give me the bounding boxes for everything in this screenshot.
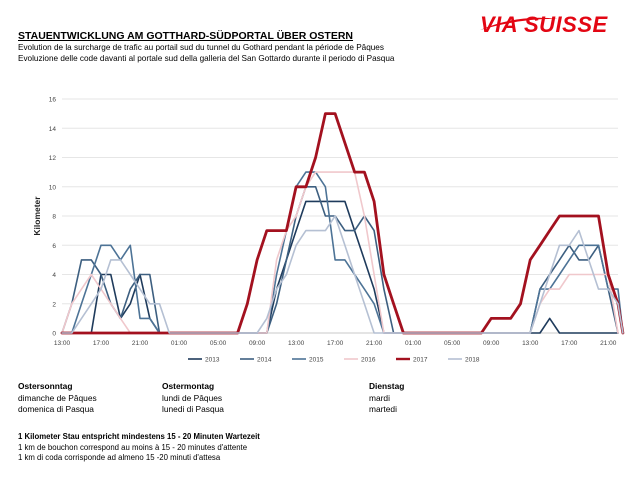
series-line-2016 (61, 171, 619, 334)
legend-label: 2018 (465, 357, 480, 364)
y-axis-label: Kilometer (32, 196, 42, 236)
y-tick-label: 16 (49, 97, 57, 104)
logo-swoosh (480, 17, 558, 30)
chart-title: STAUENTWICKLUNG AM GOTTHARD-SÜDPORTAL ÜB… (18, 30, 354, 42)
x-tick-label: 09:00 (483, 340, 500, 347)
legend-label: 2013 (205, 357, 220, 364)
series-line-2013 (61, 200, 619, 334)
x-tick-label: 13:00 (522, 340, 539, 347)
day-label-de: Ostermontag (162, 381, 215, 391)
y-tick-label: 12 (49, 155, 57, 162)
note-it: 1 km di coda corrisponde ad almeno 15 -2… (18, 453, 221, 463)
day-label-easter-sunday: Ostersonntag dimanche de Pâques domenica… (18, 381, 97, 416)
x-tick-label: 17:00 (93, 340, 110, 347)
note-de: 1 Kilometer Stau entspricht mindestens 1… (18, 432, 260, 441)
day-label-it: domenica di Pasqua (18, 404, 94, 414)
x-tick-label: 09:00 (249, 340, 266, 347)
x-tick-label: 17:00 (327, 340, 344, 347)
subtitle-fr: Evolution de la surcharge de trafic au p… (18, 43, 384, 52)
day-label-it: lunedi di Pasqua (162, 404, 224, 414)
x-tick-label: 17:00 (561, 340, 578, 347)
x-tick-label: 21:00 (366, 340, 383, 347)
y-tick-label: 2 (52, 301, 56, 308)
day-label-fr: lundi de Pâques (162, 392, 223, 403)
legend-label: 2014 (257, 357, 272, 364)
day-label-fr: mardi (369, 392, 390, 403)
series-line-2017 (60, 112, 625, 335)
y-tick-label: 8 (52, 214, 56, 221)
x-tick-label: 01:00 (171, 340, 188, 347)
series-line-2018 (61, 215, 624, 334)
subtitle-it: Evoluzione delle code davanti al portale… (18, 54, 395, 63)
y-tick-label: 10 (49, 184, 57, 191)
day-label-it: martedi (369, 404, 397, 414)
y-tick-label: 4 (52, 272, 56, 279)
viasuisse-logo: VIA SUISSE (480, 12, 609, 36)
day-label-de: Dienstag (369, 381, 405, 391)
x-tick-label: 05:00 (210, 340, 227, 347)
y-tick-label: 0 (52, 331, 56, 338)
svg-text:VIA: VIA (480, 12, 518, 36)
day-label-fr: dimanche de Pâques (18, 392, 97, 403)
x-tick-label: 01:00 (405, 340, 422, 347)
y-tick-label: 14 (49, 126, 57, 133)
svg-text:SUISSE: SUISSE (524, 12, 609, 36)
note-fr: 1 km de bouchon correspond au moins à 15… (18, 442, 248, 452)
x-tick-label: 13:00 (288, 340, 305, 347)
notes: 1 Kilometer Stau entspricht mindestens 1… (18, 432, 260, 464)
day-label-tuesday: Dienstag mardi martedi (369, 381, 404, 416)
legend-label: 2016 (361, 357, 376, 364)
queue-chart: 0 2 4 6 8 10 12 14 16 13:00 17:00 21:00 01:00 05:00 09… (32, 97, 625, 364)
legend-label: 2015 (309, 357, 324, 364)
y-tick-label: 6 (52, 243, 56, 250)
x-tick-label: 05:00 (444, 340, 461, 347)
x-tick-label: 13:00 (54, 340, 71, 347)
x-tick-label: 21:00 (132, 340, 149, 347)
x-tick-label: 21:00 (600, 340, 617, 347)
day-label-easter-monday: Ostermontag lundi de Pâques lunedi di Pa… (162, 381, 224, 416)
legend-label: 2017 (413, 357, 428, 364)
day-label-de: Ostersonntag (18, 381, 73, 391)
